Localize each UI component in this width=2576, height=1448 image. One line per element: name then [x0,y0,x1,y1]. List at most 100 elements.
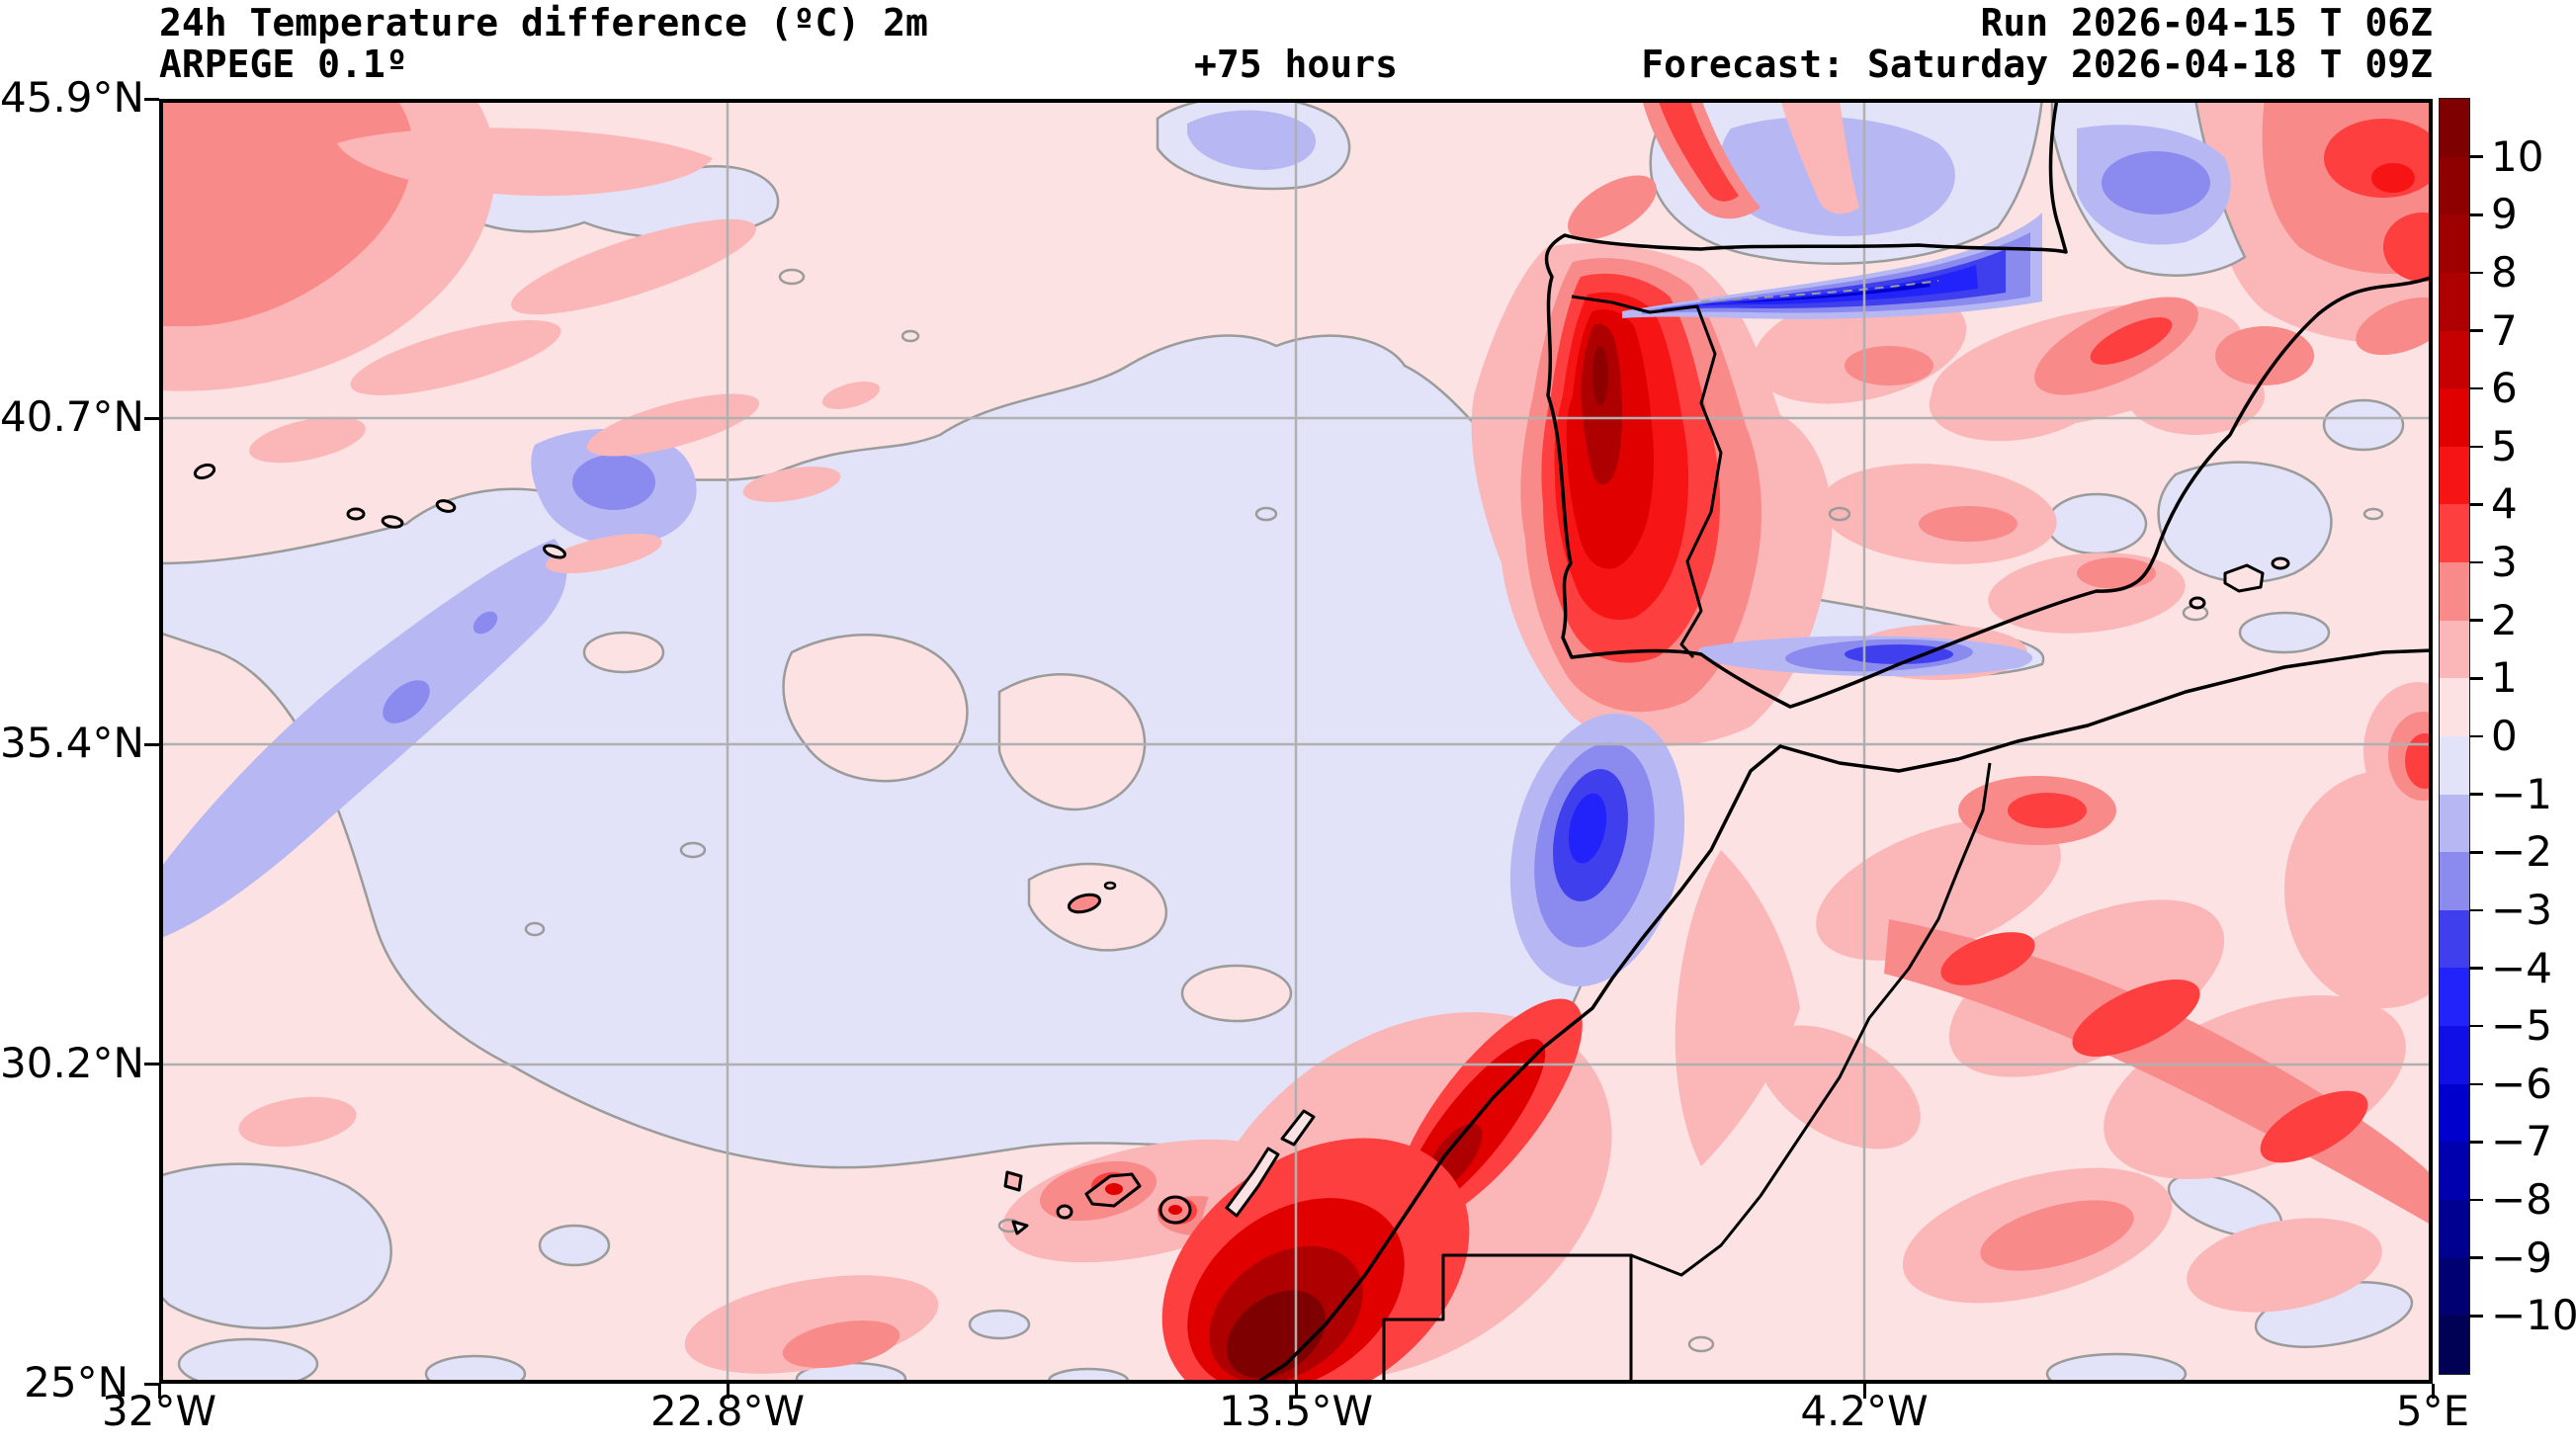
lat-tickmark [144,97,159,101]
border-portugal-spain [1571,295,1723,659]
azores-island [193,463,216,480]
temperature-difference-map [157,95,2482,1412]
menorca-island [2271,556,2290,570]
lat-tick-label: 30.2°N [0,1038,144,1087]
colorbar-tick-label: 3 [2491,538,2518,587]
colorbar-tickmark [2469,386,2483,390]
colorbar-segment [2440,99,2469,157]
colorbar-tickmark [2469,1198,2483,1202]
colorbar-tickmark [2469,503,2483,506]
colorbar-segment [2440,678,2469,736]
colorbar-segment [2440,1026,2469,1084]
colorbar-segment [2440,388,2469,447]
colorbar-tick-label: 2 [2491,595,2518,644]
colorbar-tickmark [2469,619,2483,622]
colorbar-tickmark [2469,967,2483,970]
colorbar-tick-label: −2 [2491,827,2552,877]
colorbar-tick-label: −3 [2491,885,2552,934]
gran-canaria-hotspot [1168,1205,1182,1215]
colorbar-tickmark [2469,1315,2483,1318]
azores-island [346,507,366,521]
colorbar-tick-label: 5 [2491,421,2518,470]
colorbar-tick-label: −7 [2491,1117,2552,1166]
left-periwinkle-band [159,539,567,939]
colorbar-tick-label: −6 [2491,1059,2552,1108]
colorbar-tickmark [2469,1141,2483,1144]
colorbar-segment [2440,156,2469,215]
coastline-iberia-france [1544,97,2435,709]
colorbar-tick-label: −1 [2491,769,2552,818]
coastline-africa-mediterranean [1778,648,2435,773]
colorbar-tickmark [2469,271,2483,275]
warm-anomaly-layer [159,99,2482,1412]
colorbar-tick-label: 8 [2491,247,2518,297]
colorbar-segment [2440,735,2469,795]
lat-tick-label: 35.4°N [0,719,144,768]
colorbar-segment [2440,214,2469,273]
lead-time-label: +75 hours [1194,43,1398,86]
colorbar-tickmark [2469,155,2483,158]
colorbar-segment [2440,620,2469,679]
lat-tick-label: 40.7°N [0,392,144,442]
colorbar-segment [2440,562,2469,621]
colorbar-tick-label: 10 [2491,131,2544,181]
colorbar-tick-label: 7 [2491,305,2518,355]
colorbar-segment [2440,909,2469,969]
colorbar-segment [2440,852,2469,910]
colorbar-tickmark [2469,1024,2483,1028]
colorbar-segment [2440,1316,2469,1374]
colorbar-tick-label: −9 [2491,1233,2552,1282]
colorbar-segment [2440,504,2469,562]
colorbar-tick-label: 6 [2491,364,2518,413]
islands [193,463,2290,1235]
lat-tickmark [144,742,159,746]
border-western-sahara [1382,1253,1633,1384]
colorbar-tick-label: 0 [2491,712,2518,760]
colorbar-tickmark [2469,908,2483,912]
colorbar-segment [2440,1199,2469,1258]
colorbar-tickmark [2469,445,2483,449]
la-gomera-island [1056,1204,1073,1220]
colorbar-segment [2440,330,2469,389]
colorbar-segment [2440,794,2469,853]
colorbar-tick-label: −10 [2491,1291,2576,1340]
border-morocco-algeria [1630,762,1992,1277]
colorbar-segment [2440,272,2469,331]
fuerteventura-island [1225,1147,1280,1218]
colorbar-tickmark [2469,851,2483,854]
lat-tickmark [144,416,159,420]
colorbar-tickmark [2469,734,2483,738]
la-palma-island [1003,1170,1023,1192]
colorbar-segment [2440,1083,2469,1143]
madeira-island [1067,893,1102,914]
colorbar-tickmark [2469,213,2483,216]
lat-tick-label: 25°N [24,1358,129,1406]
azores-island [435,499,457,513]
run-label: Run 2026-04-15 T 06Z [1980,1,2433,44]
azores-island [381,515,404,529]
lon-tickmark [1862,1384,1866,1399]
cold-core-layer [1509,97,2247,987]
model-label: ARPEGE 0.1º [159,43,408,86]
ibiza-island [2189,596,2206,610]
colorbar-tick-label: −4 [2491,943,2552,992]
lat-tickmark [144,1382,159,1386]
azores-island [543,544,566,559]
colorbar-segment [2440,1257,2469,1317]
colorbar-tickmark [2469,677,2483,680]
mallorca-island [2223,563,2265,593]
colorbar-tick-label: −5 [2491,1001,2552,1051]
forecast-label: Forecast: Saturday 2026-04-18 T 09Z [1641,43,2433,86]
colorbar-tickmark [2469,1256,2483,1259]
colorbar-tick-label: 4 [2491,479,2518,529]
coastlines [1253,97,2435,1386]
lanzarote-island [1280,1109,1316,1147]
lat-tick-label: 45.9°N [0,73,144,122]
lon-tickmark [726,1384,730,1399]
colorbar-tick-label: 1 [2491,653,2518,703]
colorbar-tickmark [2469,329,2483,332]
colorbar-segment [2440,1142,2469,1200]
map-panel [157,95,2482,1412]
page-title: 24h Temperature difference (ºC) 2m [159,1,928,44]
colorbar-tickmark [2469,1082,2483,1086]
